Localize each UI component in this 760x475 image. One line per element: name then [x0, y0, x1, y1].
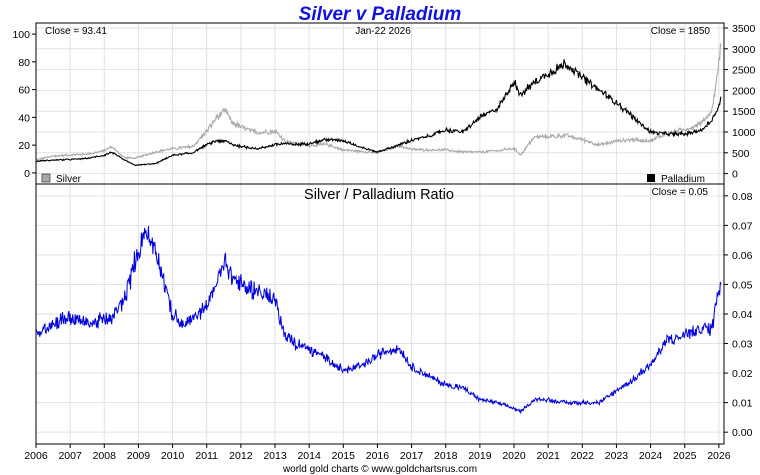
palladium-tick-label: 1500 [732, 106, 756, 118]
ratio-tick-label: 0.03 [732, 339, 753, 351]
top-panel-grid [35, 23, 724, 184]
palladium-tick-label: 2500 [732, 65, 756, 77]
top-series-group [35, 43, 722, 167]
date-label: Jan-22 2026 [355, 26, 411, 37]
footer-credit: world gold charts © www.goldchartsrus.co… [282, 464, 477, 475]
palladium-legend-swatch [647, 174, 655, 182]
year-tick-label: 2017 [400, 450, 424, 462]
year-tick-label: 2006 [24, 450, 48, 462]
year-tick-label: 2013 [263, 450, 287, 462]
silver-tick-label: 0 [24, 168, 30, 180]
ratio-tick-label: 0.01 [732, 398, 753, 410]
palladium-price-line [35, 59, 722, 167]
palladium-tick-label: 3500 [732, 23, 756, 35]
palladium-tick-label: 500 [732, 148, 750, 160]
silver-tick-label: 100 [12, 29, 30, 41]
palladium-close-label: Close = 1850 [651, 26, 711, 37]
year-tick-label: 2008 [93, 450, 117, 462]
silver-legend-label: Silver [56, 174, 82, 185]
ratio-axis: 0.00 0.01 0.02 0.03 0.04 0.05 0.06 0.07 0.08 [724, 191, 753, 439]
silver-price-line [35, 43, 722, 161]
silver-axis: 0 20 40 60 80 100 [12, 29, 36, 180]
year-tick-label: 2016 [366, 450, 390, 462]
year-tick-label: 2026 [707, 450, 731, 462]
palladium-axis: 0 500 1000 1500 2000 2500 3000 3500 [724, 23, 756, 181]
chart-title: Silver v Palladium [299, 4, 462, 25]
ratio-series-group [35, 225, 722, 415]
silver-tick-label: 40 [18, 112, 30, 124]
silver-tick-label: 60 [18, 85, 30, 97]
year-tick-label: 2025 [673, 450, 697, 462]
ratio-tick-label: 0.06 [732, 250, 753, 262]
year-tick-label: 2007 [58, 450, 82, 462]
year-tick-label: 2021 [536, 450, 560, 462]
ratio-tick-label: 0.04 [732, 309, 753, 321]
year-tick-label: 2023 [605, 450, 629, 462]
silver-legend-swatch [41, 173, 51, 183]
ratio-close-label: Close = 0.05 [652, 187, 709, 198]
palladium-tick-label: 1000 [732, 127, 756, 139]
year-tick-label: 2009 [127, 450, 151, 462]
plot-frame [35, 22, 725, 445]
year-axis: 2006 2007 2008 2009 2010 2011 2012 2013 2014 2015… [24, 444, 731, 462]
year-tick-label: 2012 [229, 450, 253, 462]
palladium-legend-label: Palladium [661, 174, 705, 185]
ratio-tick-label: 0.07 [732, 220, 753, 232]
silver-close-label: Close = 93.41 [45, 26, 107, 37]
palladium-tick-label: 2000 [732, 85, 756, 97]
year-tick-label: 2018 [434, 450, 458, 462]
year-tick-label: 2011 [195, 450, 218, 462]
year-tick-label: 2014 [297, 450, 321, 462]
year-tick-label: 2022 [571, 450, 595, 462]
ratio-tick-label: 0.05 [732, 279, 753, 291]
silver-tick-label: 80 [18, 57, 30, 69]
ratio-tick-label: 0.02 [732, 368, 753, 380]
palladium-tick-label: 3000 [732, 44, 756, 56]
year-tick-label: 2020 [502, 450, 526, 462]
year-tick-label: 2019 [468, 450, 492, 462]
ratio-line [35, 225, 722, 415]
ratio-tick-label: 0.00 [732, 427, 753, 439]
ratio-tick-label: 0.08 [732, 191, 753, 203]
ratio-title: Silver / Palladium Ratio [304, 187, 454, 203]
palladium-tick-label: 0 [732, 169, 738, 181]
ratio-panel-grid [35, 184, 724, 444]
year-tick-label: 2024 [639, 450, 663, 462]
year-tick-label: 2010 [161, 450, 185, 462]
year-tick-label: 2015 [332, 450, 356, 462]
silver-tick-label: 20 [18, 140, 30, 152]
